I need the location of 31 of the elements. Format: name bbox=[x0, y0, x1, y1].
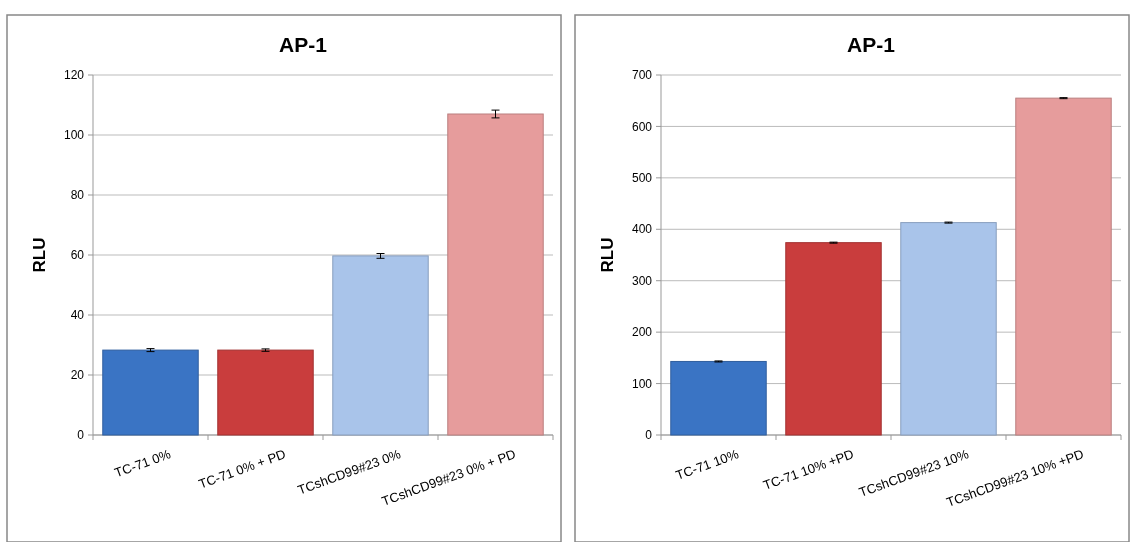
bar bbox=[785, 242, 882, 436]
y-tick-label: 60 bbox=[70, 248, 85, 263]
bar bbox=[670, 360, 767, 436]
chart-title: AP-1 bbox=[279, 33, 328, 56]
y-axis-title: RLU bbox=[30, 237, 49, 273]
y-tick-label: 0 bbox=[645, 428, 653, 443]
y-tick-label: 500 bbox=[631, 171, 653, 186]
bar bbox=[102, 349, 199, 436]
y-tick-label: 120 bbox=[63, 68, 85, 83]
y-tick-label: 0 bbox=[77, 428, 85, 443]
x-tick-label: TC-71 10% bbox=[673, 446, 742, 483]
x-tick-label: TC-71 0% + PD bbox=[196, 446, 288, 492]
y-tick-label: 200 bbox=[631, 325, 653, 340]
y-tick-label: 40 bbox=[70, 308, 85, 323]
y-axis-title: RLU bbox=[598, 237, 617, 273]
y-tick-label: 20 bbox=[70, 368, 85, 383]
bar bbox=[900, 222, 997, 436]
y-tick-label: 100 bbox=[63, 128, 85, 143]
x-tick-label: TC-71 10% +PD bbox=[761, 446, 856, 493]
y-tick-label: 400 bbox=[631, 222, 653, 237]
y-tick-label: 700 bbox=[631, 68, 653, 83]
bar bbox=[447, 113, 544, 436]
bar bbox=[217, 349, 314, 436]
y-tick-label: 300 bbox=[631, 273, 653, 288]
bar bbox=[1015, 97, 1112, 436]
y-tick-label: 600 bbox=[631, 119, 653, 134]
x-tick-label: TC-71 0% bbox=[112, 446, 174, 481]
chart-title: AP-1 bbox=[847, 33, 896, 56]
y-tick-label: 80 bbox=[70, 188, 85, 203]
bar bbox=[332, 255, 429, 436]
y-tick-label: 100 bbox=[631, 376, 653, 391]
